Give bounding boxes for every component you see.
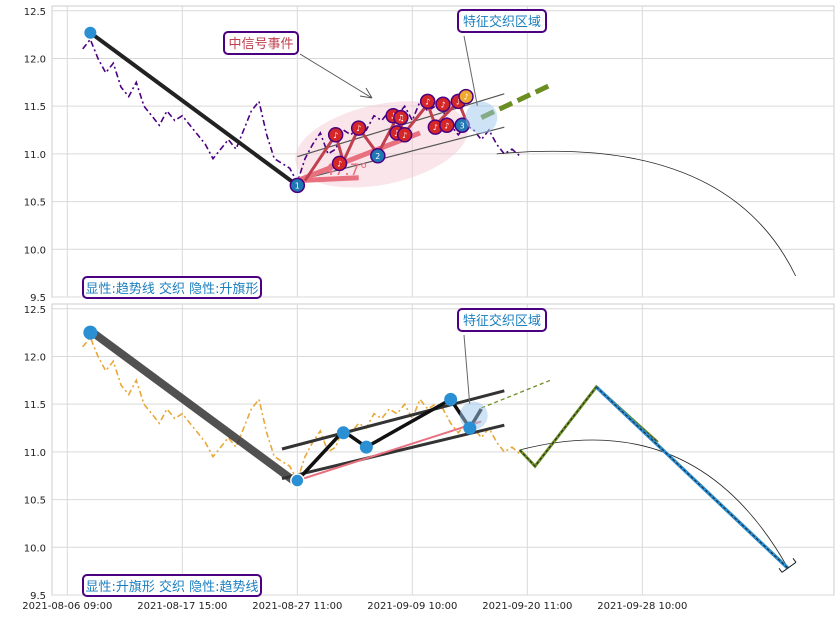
y-tick-label: 10.5 xyxy=(24,198,46,209)
y-tick-label: 12.5 xyxy=(24,305,46,316)
x-tick-label: 2021-08-06 09:00 xyxy=(22,601,112,612)
pattern-label-box: 显性:升旗形 交织 隐性:趋势线 xyxy=(82,574,262,597)
feature-zone-arrow xyxy=(463,35,478,106)
y-tick-label: 10.5 xyxy=(24,496,46,507)
channel-upper-line xyxy=(281,389,505,451)
pattern-label-text: 显性:趋势线 交织 隐性:升旗形 xyxy=(85,281,258,297)
signal-marker-label: ♪ xyxy=(402,131,407,140)
y-tick-label: 11.0 xyxy=(24,150,46,161)
y-tick-label: 10.0 xyxy=(24,245,46,256)
signal-marker xyxy=(458,88,474,105)
signal-box-frame xyxy=(223,31,299,55)
y-tick-label: 12.0 xyxy=(24,352,46,363)
y-tick-label: 11.5 xyxy=(24,102,46,113)
signal-marker-label: ♫ xyxy=(393,129,400,138)
key-point-marker xyxy=(336,426,350,440)
pink-support-line xyxy=(296,420,482,482)
feature-zone-text: 特征交织区域 xyxy=(463,14,541,30)
signal-marker-label: ♪ xyxy=(463,93,468,102)
projection-curve-arrow xyxy=(496,150,797,277)
pink-support-line xyxy=(296,130,421,183)
signal-marker-label: ♪ xyxy=(440,100,445,109)
panel-top: 12.512.011.511.010.510.09.547.7°1♪♪♪2♪ ♫♫… xyxy=(24,5,835,304)
y-tick-label: 9.5 xyxy=(30,591,46,602)
signal-marker xyxy=(419,93,436,110)
trend-start-dot xyxy=(84,26,97,39)
feature-zone-frame xyxy=(457,308,547,332)
signal-marker xyxy=(435,96,451,113)
target-bracket xyxy=(778,557,797,573)
signal-marker xyxy=(439,117,455,134)
y-tick-label: 11.0 xyxy=(24,448,46,459)
signal-marker-label: ♪ xyxy=(333,131,338,140)
x-tick-label: 2021-08-17 15:00 xyxy=(137,601,227,612)
signal-marker-label: 2 xyxy=(375,152,380,161)
x-tick-label: 2021-09-28 10:00 xyxy=(597,601,687,612)
pink-base-line xyxy=(297,175,359,184)
key-point-marker xyxy=(83,325,98,340)
signal-box-arrow xyxy=(299,53,373,99)
signal-marker-label: ♪ xyxy=(456,97,461,106)
downtrend-line xyxy=(89,31,299,188)
projection-dashed-line xyxy=(481,379,551,409)
signal-marker-label: ♪ xyxy=(337,159,342,168)
price-series-line xyxy=(82,335,521,483)
signal-marker xyxy=(327,127,344,143)
signal-marker xyxy=(393,109,409,126)
signal-marker xyxy=(370,148,386,164)
signal-marker-label: ♪ xyxy=(425,97,430,106)
signal-marker xyxy=(289,177,306,194)
forecast-blue-dash xyxy=(595,386,789,569)
feature-zone-text: 特征交织区域 xyxy=(463,313,541,329)
pattern-label-text: 显性:升旗形 交织 隐性:趋势线 xyxy=(85,579,258,595)
signal-marker-label: 3 xyxy=(460,121,465,130)
x-tick-label: 2021-09-09 10:00 xyxy=(367,601,457,612)
signal-marker-label: ♪ xyxy=(433,123,438,132)
signal-marker-label: ♪ xyxy=(356,124,361,133)
feature-zone-box: 特征交织区域 xyxy=(457,9,547,33)
signal-marker-label: ♫ xyxy=(397,114,404,123)
feature-zone-arrow xyxy=(463,334,471,404)
key-point-marker xyxy=(290,473,305,488)
feature-zone-box: 特征交织区域 xyxy=(457,308,547,332)
y-tick-label: 11.5 xyxy=(24,400,46,411)
signal-marker-label: ♪ xyxy=(391,112,396,121)
feature-zone-frame xyxy=(457,9,547,33)
channel-lower-line xyxy=(297,126,505,182)
forecast-green-dash xyxy=(519,386,659,467)
pattern-label-box: 显性:趋势线 交织 隐性:升旗形 xyxy=(82,276,262,299)
y-tick-label: 10.0 xyxy=(24,543,46,554)
y-tick-label: 9.5 xyxy=(30,293,46,304)
key-point-marker xyxy=(444,392,458,406)
pattern-label-frame xyxy=(82,276,262,299)
pattern-label-frame xyxy=(82,574,262,597)
key-point-marker xyxy=(463,421,477,435)
key-point-marker xyxy=(359,440,373,454)
signal-marker xyxy=(331,155,348,172)
signal-marker-label: ♪ xyxy=(444,121,449,130)
panel-frame xyxy=(51,303,835,596)
projection-curve-arrow xyxy=(519,439,789,569)
downtrend-line xyxy=(87,327,300,487)
feature-zone-circle xyxy=(465,101,498,134)
x-tick-label: 2021-09-20 11:00 xyxy=(482,601,572,612)
signal-event-box: 中信号事件 xyxy=(223,31,299,55)
y-tick-label: 12.5 xyxy=(24,7,46,18)
y-tick-label: 12.0 xyxy=(24,54,46,65)
signal-box-text: 中信号事件 xyxy=(228,37,293,52)
x-tick-label: 2021-08-27 11:00 xyxy=(252,601,342,612)
signal-marker xyxy=(396,127,413,143)
channel-lower-line xyxy=(281,423,505,481)
signal-marker xyxy=(350,120,367,136)
signal-marker-label: 1 xyxy=(295,181,300,190)
